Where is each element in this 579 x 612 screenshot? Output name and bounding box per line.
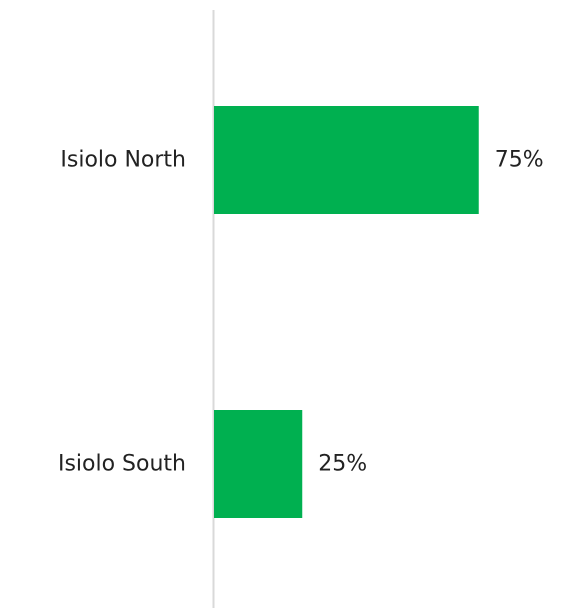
data-label: 25%: [318, 452, 367, 477]
data-label: 75%: [495, 148, 544, 173]
bar-isiolo-north: [214, 106, 479, 214]
category-label: Isiolo North: [60, 148, 186, 173]
bar-isiolo-south: [214, 410, 303, 518]
category-label: Isiolo South: [58, 452, 186, 477]
